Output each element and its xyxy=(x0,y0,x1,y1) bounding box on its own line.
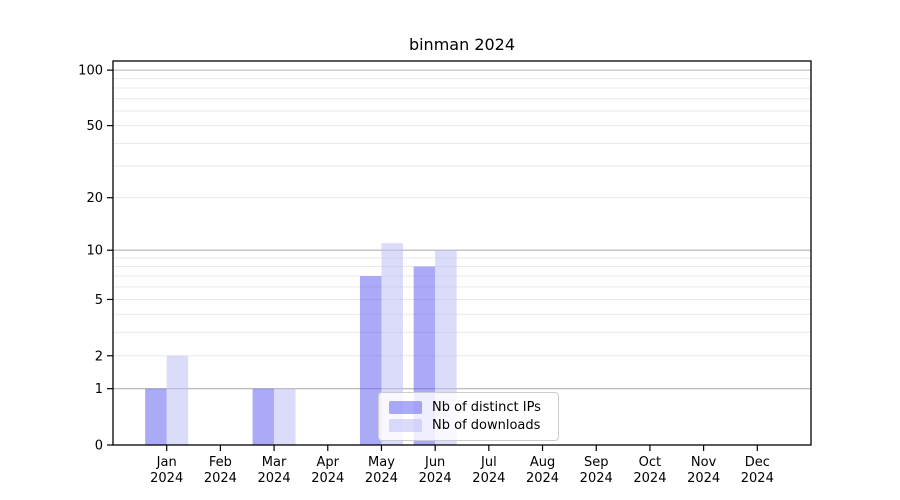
x-tick-label-month: Nov xyxy=(691,455,717,470)
x-tick-label-year: 2024 xyxy=(365,471,398,486)
x-tick-label-month: Jun xyxy=(424,455,445,470)
legend-item-distinct-ips: Nb of distinct IPs xyxy=(389,400,548,415)
y-tick-label: 100 xyxy=(78,64,103,79)
x-tick-label-year: 2024 xyxy=(633,471,666,486)
x-tick-label-month: Feb xyxy=(209,455,232,470)
x-tick-label-year: 2024 xyxy=(204,471,237,486)
y-tick-label: 5 xyxy=(95,293,103,308)
x-tick-label-month: Sep xyxy=(584,455,609,470)
legend-label-distinct-ips: Nb of distinct IPs xyxy=(432,399,541,415)
bar-mar-series-0 xyxy=(252,388,275,445)
x-tick-label-year: 2024 xyxy=(741,471,774,486)
x-tick-label-year: 2024 xyxy=(526,471,559,486)
plot-border xyxy=(112,60,812,446)
x-tick-label-month: Apr xyxy=(317,455,340,470)
x-tick-label-month: Oct xyxy=(639,455,661,470)
x-tick-label-month: Aug xyxy=(530,455,555,470)
y-tick-label: 50 xyxy=(86,119,103,134)
bar-jan-series-1 xyxy=(166,355,189,445)
legend: Nb of distinct IPs Nb of downloads xyxy=(378,392,559,441)
bar-jan-series-0 xyxy=(145,388,167,445)
chart-title: binman 2024 xyxy=(408,35,516,54)
x-tick-label-month: Jan xyxy=(156,455,177,470)
x-tick-label-year: 2024 xyxy=(258,471,291,486)
x-tick-label-year: 2024 xyxy=(311,471,344,486)
x-tick-label-month: Dec xyxy=(745,455,770,470)
y-tick-label: 2 xyxy=(95,349,103,364)
bar-mar-series-1 xyxy=(274,388,296,445)
bar-may-series-0 xyxy=(359,276,382,445)
legend-item-downloads: Nb of downloads xyxy=(389,418,548,433)
x-tick-label-month: Mar xyxy=(262,455,287,470)
y-tick-label: 1 xyxy=(95,382,103,397)
legend-label-downloads: Nb of downloads xyxy=(432,418,541,434)
legend-swatch-distinct-ips xyxy=(389,400,422,414)
x-tick-label-month: May xyxy=(368,455,395,470)
x-tick-label-year: 2024 xyxy=(419,471,452,486)
x-tick-label-year: 2024 xyxy=(150,471,183,486)
y-tick-label: 0 xyxy=(95,439,103,454)
y-tick-label: 20 xyxy=(86,191,103,206)
legend-swatch-downloads xyxy=(389,419,422,433)
y-tick-label: 10 xyxy=(86,244,103,259)
x-tick-label-month: Jul xyxy=(480,455,497,470)
x-tick-label-year: 2024 xyxy=(472,471,505,486)
x-tick-label-year: 2024 xyxy=(580,471,613,486)
x-tick-label-year: 2024 xyxy=(687,471,720,486)
